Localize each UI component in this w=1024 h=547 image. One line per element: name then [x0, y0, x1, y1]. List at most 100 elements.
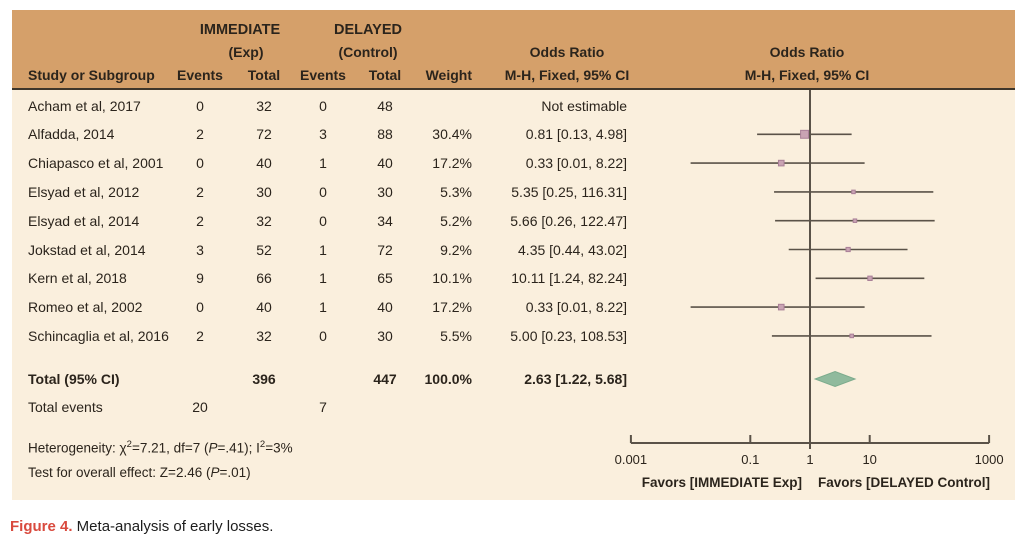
events-ctrl-cell: 0 [319, 327, 327, 344]
events-exp-cell: 2 [196, 126, 204, 143]
events-ctrl-cell: 3 [319, 126, 327, 143]
study-name-cell: Elsyad et al, 2014 [28, 212, 140, 229]
study-row: Chiapasco et al, 2001 0 40 1 40 17.2% 0.33 [0.… [0, 149, 650, 177]
total-ctrl-cell: 48 [377, 97, 393, 114]
total-exp-cell: 40 [256, 299, 272, 316]
events-ctrl-cell: 0 [319, 212, 327, 229]
group-immediate-title: IMMEDIATE [199, 22, 281, 38]
het-p: P [208, 440, 218, 456]
events-ctrl-cell: 1 [319, 299, 327, 316]
weight-cell: 10.1% [432, 270, 472, 287]
axis-tick-label: 10 [862, 452, 877, 467]
events-ctrl-cell: 1 [319, 241, 327, 258]
events-exp-cell: 2 [196, 212, 204, 229]
het-text-2: =7.21, df=7 ( [131, 440, 209, 456]
study-row: Jokstad et al, 2014 3 52 1 72 9.2% 4.35 [0.44,… [0, 236, 650, 264]
het-text-4: =3% [265, 440, 293, 456]
events-ctrl-cell: 1 [319, 270, 327, 287]
col-header-weight: Weight [425, 67, 472, 83]
figure-caption-text: Meta-analysis of early losses. [72, 518, 274, 535]
weight-cell: 30.4% [432, 126, 472, 143]
or-ci-cell: 0.81 [0.13, 4.98] [525, 126, 627, 143]
events-exp-cell: 9 [196, 270, 204, 287]
col-header-total-exp: Total [247, 67, 281, 83]
total-exp-cell: 72 [256, 126, 272, 143]
study-name-cell: Alfadda, 2014 [28, 126, 115, 143]
total-events-exp: 20 [192, 399, 208, 415]
plot-subtitle: M-H, Fixed, 95% CI [744, 67, 870, 83]
total-ctrl-cell: 88 [377, 126, 393, 143]
study-row: Elsyad et al, 2012 2 30 0 30 5.3% 5.35 [0.25, … [0, 178, 650, 206]
total-events-ctrl: 7 [319, 399, 327, 415]
weight-cell: 9.2% [440, 241, 472, 258]
total-ctrl-cell: 40 [377, 299, 393, 316]
events-ctrl-cell: 0 [319, 183, 327, 200]
study-row: Romeo et al, 2002 0 40 1 40 17.2% 0.33 [0.01, … [0, 293, 650, 321]
total-exp-cell: 52 [256, 241, 272, 258]
het-text-3: =.41); I [217, 440, 260, 456]
col-header-events-ctrl: Events [300, 67, 346, 83]
events-exp-cell: 3 [196, 241, 204, 258]
group-immediate-subtitle: (Exp) [228, 44, 264, 60]
overall-effect-note: Test for overall effect: Z=2.46 (P=.01) [28, 464, 251, 482]
or-ci-cell: 5.66 [0.26, 122.47] [510, 212, 627, 229]
total-ctrl-cell: 40 [377, 155, 393, 172]
overall-text: Test for overall effect: Z=2.46 ( [28, 465, 211, 480]
events-exp-cell: 0 [196, 97, 204, 114]
study-name-cell: Acham et al, 2017 [28, 97, 141, 114]
weight-cell: 17.2% [432, 155, 472, 172]
study-row: Elsyad et al, 2014 2 32 0 34 5.2% 5.66 [0.26, … [0, 207, 650, 235]
events-ctrl-cell: 0 [319, 97, 327, 114]
study-name-cell: Schincaglia et al, 2016 [28, 327, 169, 344]
axis-tick-label: 0.001 [614, 452, 648, 467]
favors-left-label: Favors [IMMEDIATE Exp] [641, 475, 802, 490]
total-exp-cell: 30 [256, 183, 272, 200]
events-exp-cell: 2 [196, 327, 204, 344]
axis-tick-label: 1 [806, 452, 814, 467]
or-column-title: Odds Ratio [529, 44, 605, 60]
or-ci-cell: 0.33 [0.01, 8.22] [525, 155, 627, 172]
weight-cell: 5.2% [440, 212, 472, 229]
study-name-cell: Jokstad et al, 2014 [28, 241, 146, 258]
total-ctrl-n: 447 [373, 371, 397, 387]
overall-text-2: =.01) [219, 465, 251, 480]
or-ci-cell: 5.35 [0.25, 116.31] [511, 183, 627, 200]
het-text: Heterogeneity: χ [28, 440, 127, 456]
favors-right-label: Favors [DELAYED Control] [818, 475, 991, 490]
het-sup1: 2 [126, 439, 132, 450]
col-header-total-ctrl: Total [368, 67, 402, 83]
total-label: Total (95% CI) [28, 371, 120, 387]
total-row: Total (95% CI) 396 447 100.0% 2.63 [1.22… [0, 365, 650, 393]
events-ctrl-cell: 1 [319, 155, 327, 172]
or-ci-cell: 0.33 [0.01, 8.22] [525, 299, 627, 316]
plot-title: Odds Ratio [769, 44, 845, 60]
study-row: Alfadda, 2014 2 72 3 88 30.4% 0.81 [0.13, 4.98… [0, 120, 650, 148]
total-ctrl-cell: 72 [377, 241, 393, 258]
total-exp-cell: 40 [256, 155, 272, 172]
or-ci-cell: 5.00 [0.23, 108.53] [510, 327, 627, 344]
total-exp-cell: 32 [256, 327, 272, 344]
study-row: Acham et al, 2017 0 32 0 48 Not estimable [0, 92, 650, 120]
col-header-study: Study or Subgroup [28, 67, 155, 83]
study-name-cell: Chiapasco et al, 2001 [28, 155, 164, 172]
total-exp-cell: 32 [256, 97, 272, 114]
figure-caption-label: Figure 4. [10, 518, 73, 535]
table-body-panel [12, 88, 1015, 500]
total-exp-cell: 66 [256, 270, 272, 287]
het-sup2: 2 [259, 439, 266, 450]
events-exp-cell: 0 [196, 299, 204, 316]
group-delayed-subtitle: (Control) [338, 44, 398, 60]
weight-cell: 17.2% [432, 299, 472, 316]
study-name-cell: Elsyad et al, 2012 [28, 183, 140, 200]
col-header-or-ci: M-H, Fixed, 95% CI [504, 67, 630, 83]
or-ci-cell: 10.11 [1.24, 82.24] [511, 270, 627, 287]
overall-p: P [210, 465, 220, 480]
figure-caption: Figure 4. Meta-analysis of early losses. [10, 518, 273, 535]
total-exp-n: 396 [252, 371, 276, 387]
study-name-cell: Kern et al, 2018 [28, 270, 127, 287]
axis-tick-label: 1000 [974, 452, 1004, 467]
total-weight: 100.0% [424, 371, 472, 387]
total-or-ci: 2.63 [1.22, 5.68] [524, 371, 627, 387]
study-row: Schincaglia et al, 2016 2 32 0 30 5.5% 5.00 [0… [0, 322, 650, 350]
